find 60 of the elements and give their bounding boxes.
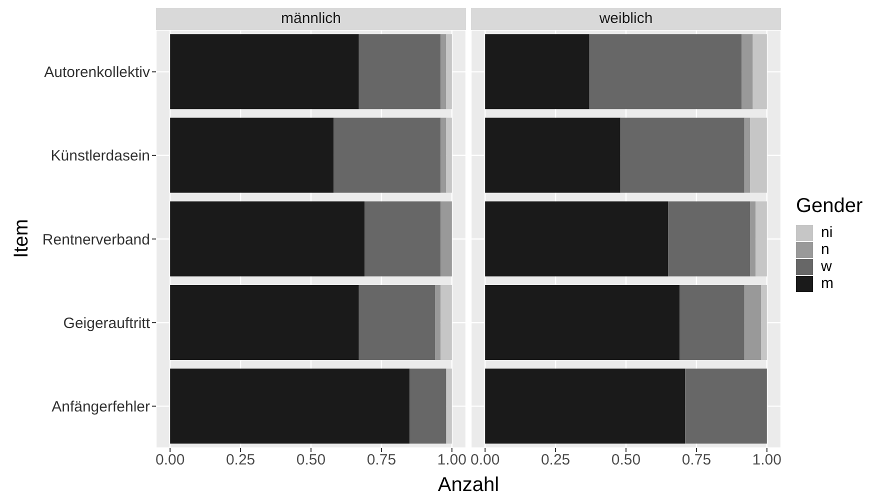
x-axis-title: Anzahl [436,474,500,497]
x-tick-label: 1.00 [752,452,782,469]
bar [410,368,446,444]
bar [170,368,410,444]
x-tick-label: 0.00 [155,452,185,469]
bar [440,118,446,193]
bar [446,368,452,444]
bar [170,34,359,110]
bar [446,118,452,193]
y-tick-label: Autorenkollektiv [44,64,150,82]
bar [440,201,452,276]
bar [485,34,590,110]
bar [589,34,742,110]
x-tick-label: 0.00 [470,452,500,469]
bar [485,118,620,193]
x-tick-label: 1.00 [437,452,467,469]
bar [750,118,767,193]
bar [334,118,441,193]
bar [485,201,668,276]
bar [744,284,762,360]
bar [358,284,435,360]
bar [744,118,750,193]
bar [485,368,686,444]
bar [435,284,441,360]
bar [440,34,446,110]
bar [485,284,680,360]
legend-title: Gender [796,195,863,218]
x-tick-label: 0.50 [296,452,326,469]
chart-title: männlich [156,8,466,30]
x-tick-label: 0.50 [611,452,641,469]
y-tick-label: Anfängerfehler [52,398,150,416]
legend-label: ni [821,224,833,241]
bar [668,201,750,276]
bar [750,201,756,276]
legend-label: w [821,258,832,275]
x-tick-label: 0.25 [226,452,256,469]
bar [685,368,767,444]
bar [358,34,441,110]
bar [170,284,359,360]
y-axis-title: Item [10,218,34,258]
bar [752,34,767,110]
bar [364,201,441,276]
bar [680,284,744,360]
legend-label: n [821,241,830,258]
bar [761,284,767,360]
y-tick-label: Rentnerverband [42,231,150,248]
bar [742,34,753,110]
bar [170,118,334,193]
x-tick-label: 0.25 [540,452,570,469]
bar [620,118,744,193]
chart-title: weiblich [471,8,781,30]
bar [446,34,452,110]
x-tick-label: 0.75 [682,452,712,469]
x-tick-label: 0.75 [366,452,396,469]
bar [756,201,767,276]
bar [440,284,452,360]
y-tick-label: Künstlerdasein [50,148,150,165]
bar [170,201,365,276]
y-tick-label: Geigerauftritt [63,314,151,332]
legend-label: m [821,275,834,292]
